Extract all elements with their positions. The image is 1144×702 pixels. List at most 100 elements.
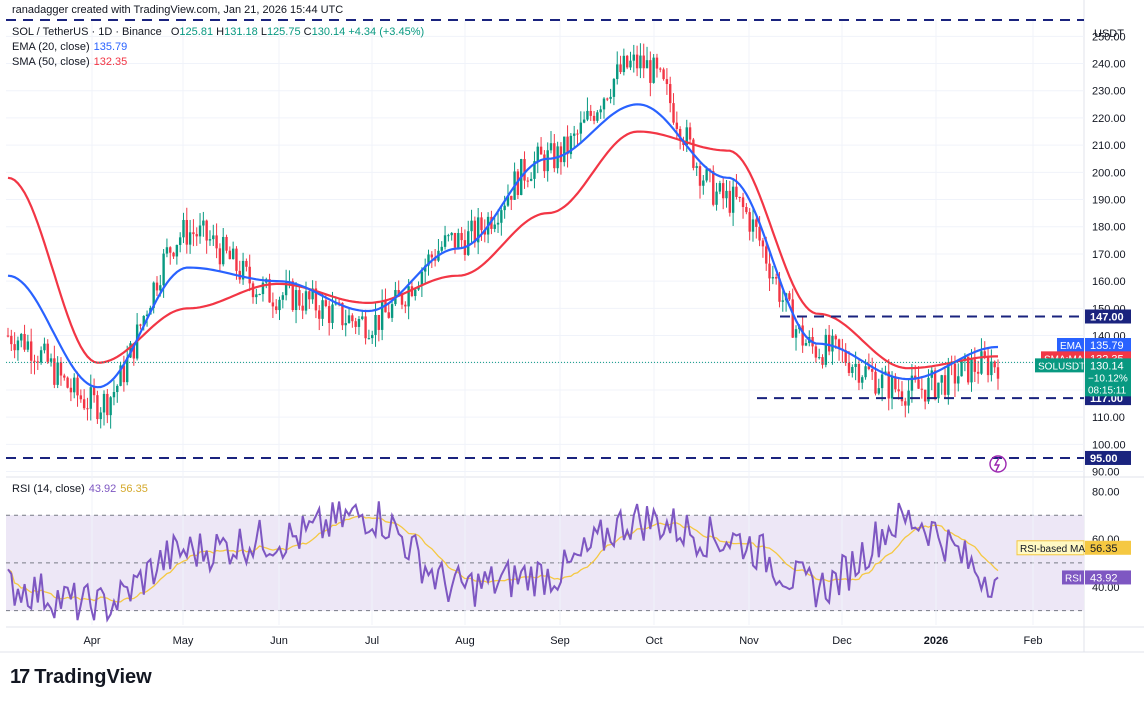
candle-body (344, 323, 347, 326)
candle-body (847, 362, 851, 373)
candle-body (407, 286, 410, 307)
candle-body (195, 234, 198, 237)
candle-body (967, 356, 970, 383)
candle-body (861, 377, 864, 383)
sma-legend[interactable]: SMA (50, close) 132.35 (12, 56, 128, 68)
candle-body (467, 231, 470, 255)
candle-body (178, 237, 182, 245)
sma-line (7, 130, 998, 370)
candle-body (536, 146, 539, 162)
candle-body (778, 278, 781, 302)
candle-body (169, 247, 172, 253)
level-tag (1085, 450, 1131, 465)
candle-body (73, 377, 76, 393)
rsi-legend[interactable]: RSI (14, close) 43.92 56.35 (12, 483, 148, 495)
candle-body (500, 210, 503, 223)
candle-body (112, 392, 116, 398)
candle-body (460, 232, 463, 241)
candle-body (814, 346, 818, 358)
ema-legend[interactable]: EMA (20, close) 135.79 (12, 41, 128, 53)
candle-body (36, 361, 39, 363)
ema-tag-name: EMA (1060, 341, 1082, 352)
last-tag-name: SOLUSDT (1038, 361, 1085, 372)
candle-body (318, 310, 321, 319)
candle-body (380, 300, 384, 330)
candle-body (645, 60, 649, 69)
candle-body (652, 57, 655, 83)
candle-body (261, 282, 265, 295)
candle-body (119, 365, 122, 386)
price-tick-label: 230.00 (1092, 86, 1126, 98)
candle-body (92, 387, 96, 396)
currency-unit[interactable]: USDT (1094, 28, 1124, 40)
candle-body (324, 300, 328, 307)
candle-body (26, 341, 30, 350)
candle-body (553, 143, 556, 169)
candle-body (529, 178, 533, 181)
candle-body (625, 55, 629, 68)
time-axis-label: Apr (83, 635, 100, 647)
rsi-tag-value: 43.92 (1090, 572, 1118, 584)
lightning-icon-bolt (993, 457, 1001, 472)
candle-body (870, 369, 874, 372)
rsi-ma-line (7, 515, 999, 603)
candle-body (649, 60, 652, 83)
candle-body (837, 339, 841, 349)
candle-body (278, 299, 281, 311)
candle-body (301, 305, 304, 311)
candle-body (387, 312, 390, 318)
candle-body (725, 190, 728, 199)
candle-body (705, 169, 708, 181)
candle-body (933, 370, 937, 399)
candle-body (89, 387, 92, 409)
candle-body (755, 219, 758, 227)
candle-body (947, 362, 950, 395)
candle-body (659, 68, 662, 70)
candle-body (473, 220, 477, 243)
candle-body (506, 195, 510, 206)
candle-body (162, 253, 165, 286)
candle-body (427, 254, 430, 266)
candle-body (457, 232, 460, 248)
candle-body (801, 325, 804, 346)
candle-body (533, 161, 536, 179)
candle-body (202, 220, 205, 226)
candle-body (327, 306, 331, 323)
price-tick-label: 110.00 (1092, 412, 1125, 424)
candle-body (751, 219, 755, 232)
candle-body (102, 393, 106, 413)
candle-body (864, 366, 867, 378)
candle-body (291, 281, 294, 311)
candle-body (539, 146, 543, 155)
rsi-line (7, 501, 999, 623)
ema-line (7, 103, 999, 389)
candle-body (49, 358, 53, 362)
time-axis-label: Feb (1024, 635, 1043, 647)
candle-body (125, 357, 129, 383)
candle-body (857, 363, 861, 383)
price-tick-label: 190.00 (1092, 195, 1126, 207)
candle-body (804, 343, 808, 346)
candle-body (596, 112, 599, 121)
close-value: 130.14 (311, 26, 346, 38)
symbol-title: SOL / TetherUS · 1D · Binance (12, 26, 162, 38)
candle-body (993, 361, 996, 368)
candle-body (748, 212, 751, 232)
candle-body (546, 150, 549, 172)
candle-body (241, 260, 245, 280)
candle-body (559, 146, 563, 163)
candle-body (904, 401, 907, 406)
candle-body (188, 232, 192, 245)
time-axis-label: Jun (270, 635, 288, 647)
candle-body (225, 236, 228, 251)
rsi-tick-label: 40.00 (1092, 582, 1120, 594)
price-tick-label: 210.00 (1092, 140, 1126, 152)
candle-body (788, 293, 791, 300)
candle-body (672, 103, 675, 123)
candle-body (311, 288, 314, 300)
high-value: 131.18 (224, 26, 258, 38)
candle-body (430, 254, 434, 258)
candle-body (218, 248, 222, 265)
candle-body (423, 265, 427, 272)
